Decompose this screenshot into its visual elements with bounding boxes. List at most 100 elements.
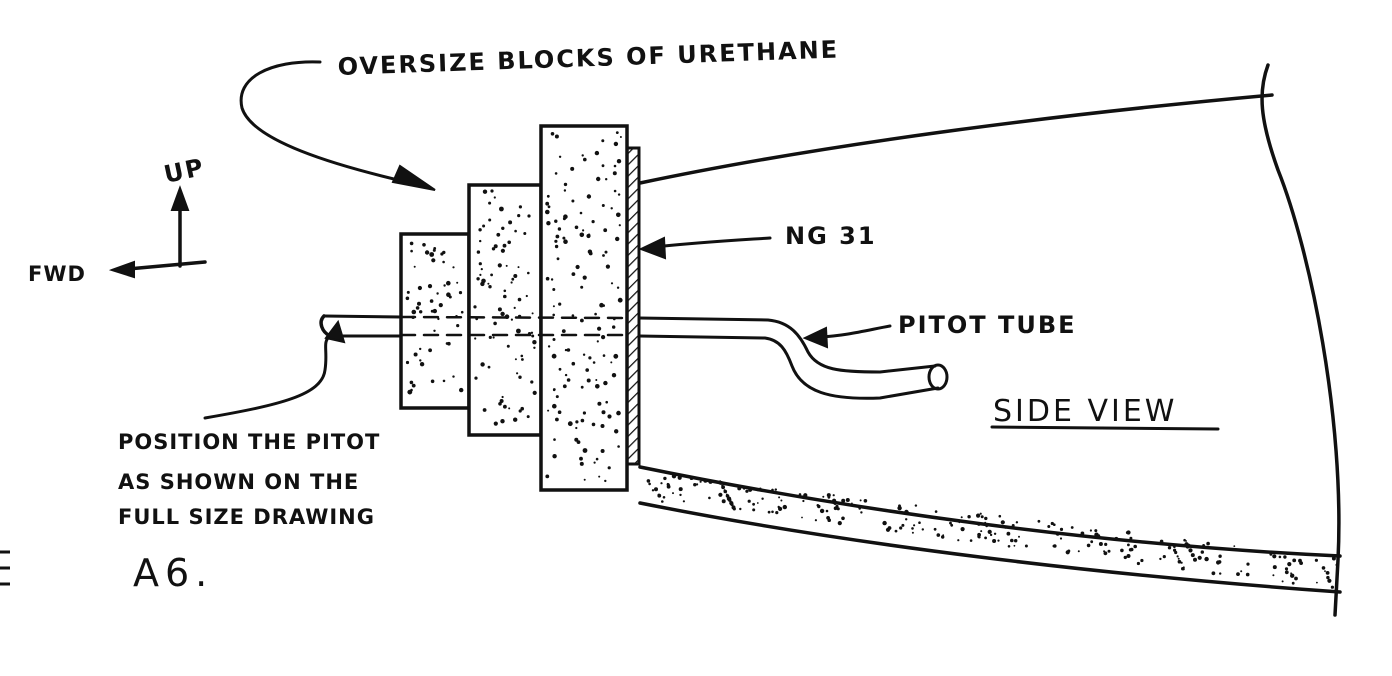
stipple-dot (498, 402, 502, 406)
foam-dot (933, 527, 937, 531)
foam-dot (1010, 538, 1014, 543)
foam-dot (825, 509, 829, 513)
foam-dot (1000, 520, 1005, 525)
foam-dot (798, 493, 802, 496)
foam-dot (662, 496, 666, 499)
stipple-dot (442, 379, 446, 383)
foam-dot (696, 483, 699, 486)
foam-dot (1314, 558, 1318, 562)
foam-dot (1180, 561, 1183, 564)
stipple-dot (436, 292, 439, 295)
stipple-dot (554, 172, 558, 175)
foam-dot (777, 505, 780, 509)
ng31-label: NG 31 (785, 222, 877, 250)
foam-dot (677, 475, 682, 480)
stipple-dot (595, 384, 600, 389)
fwd-label: FWD (28, 262, 86, 286)
foam-dot (814, 519, 818, 522)
foam-dot (651, 489, 655, 492)
foam-dot (1185, 544, 1190, 549)
foam-dot (721, 485, 725, 490)
foam-dot (1290, 573, 1295, 578)
stipple-dot (553, 438, 556, 441)
stipple-dot (618, 224, 621, 227)
pitot-tube (319, 314, 949, 400)
stipple-dot (429, 299, 434, 303)
stipple-dot (554, 244, 559, 249)
stipple-dot (605, 178, 608, 181)
stipple-dot (452, 375, 455, 378)
stipple-dot (571, 361, 576, 366)
foam-dot (1278, 555, 1282, 559)
stipple-dot (596, 340, 599, 343)
stipple-dot (518, 375, 522, 379)
stipple-dot (603, 228, 608, 233)
position-note-arrowhead (324, 319, 346, 344)
foam-dot (646, 479, 651, 483)
stipple-dot (601, 410, 606, 415)
foam-dot (1098, 542, 1103, 546)
urethane-block-medium (467, 183, 543, 437)
foam-dot (1052, 544, 1056, 548)
stipple-dot (500, 248, 505, 253)
foam-dot (1240, 570, 1243, 573)
foam-dot (1272, 565, 1277, 570)
foam-dot (1140, 558, 1144, 563)
stipple-dot (405, 360, 410, 365)
stipple-dot (591, 220, 595, 224)
foam-dot (774, 488, 777, 491)
stipple-dot (410, 388, 413, 392)
stipple-dot (583, 478, 586, 481)
stipple-dot (507, 240, 512, 245)
stipple-dot (491, 247, 496, 251)
stipple-dot (616, 212, 621, 218)
stipple-dot (493, 321, 497, 326)
position-note-line1: POSITION THE PITOT (118, 430, 380, 454)
stipple-dot (562, 384, 567, 389)
stipple-dot (433, 329, 436, 332)
foam-dot (730, 502, 734, 507)
stipple-dot (580, 385, 584, 389)
stipple-dot (503, 404, 507, 409)
foam-dot (832, 494, 835, 497)
foam-dot (976, 513, 981, 518)
foam-dot (913, 524, 916, 527)
foam-dot (1094, 529, 1098, 533)
stipple-dot (487, 282, 490, 285)
stipple-dot (473, 305, 477, 309)
foam-dot (984, 536, 987, 540)
stipple-dot (482, 224, 486, 228)
foam-dot (1292, 558, 1297, 563)
foam-dot (723, 489, 728, 494)
foam-dot (1097, 534, 1101, 538)
stipple-dot (605, 400, 608, 404)
stipple-dot (563, 182, 568, 187)
foam-dot (1291, 581, 1295, 585)
stipple-dot (446, 280, 451, 286)
foam-dot (1188, 548, 1193, 553)
stipple-dot (594, 150, 600, 156)
foam-dot (1136, 561, 1140, 566)
foam-dot (1233, 545, 1236, 547)
stipple-dot (600, 449, 605, 453)
pitot-tube-rear-top (637, 316, 937, 374)
foam-dot (1128, 548, 1133, 552)
foam-dot (1190, 553, 1195, 558)
stipple-dot (427, 284, 433, 289)
foam-dot (816, 504, 820, 507)
foam-dot (752, 502, 755, 506)
stipple-dot (545, 474, 550, 479)
foam-dot (759, 487, 762, 490)
stipple-dot (561, 329, 566, 333)
stipple-dot (552, 305, 555, 308)
foam-dot (998, 514, 1002, 518)
foam-dot (1127, 543, 1130, 547)
foam-strip (646, 474, 1339, 589)
foam-dot (993, 532, 997, 535)
stipple-dot (587, 249, 593, 254)
stipple-dot (530, 331, 534, 334)
foam-dot (703, 478, 708, 483)
stipple-dot (598, 475, 601, 478)
stipple-dot (497, 263, 502, 268)
stipple-dot (585, 368, 589, 372)
